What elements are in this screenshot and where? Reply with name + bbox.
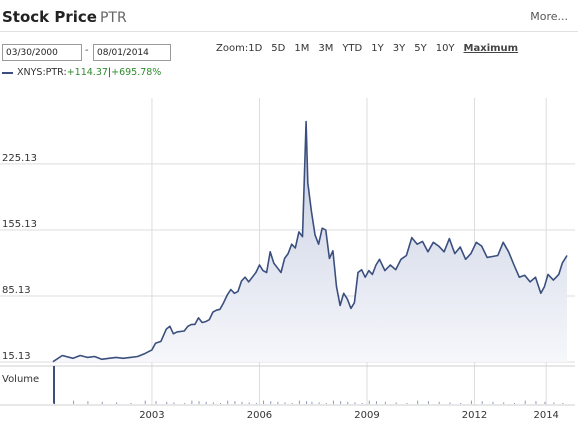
volume-bar [101,401,103,404]
legend-divider: | [107,67,112,78]
volume-bar [184,403,186,404]
x-tick-label: 2009 [354,410,379,421]
volume-bar [513,403,515,404]
volume-bar [263,400,265,404]
volume-bar [53,403,54,404]
volume-bar [234,401,236,404]
x-tick-label: 2003 [139,410,164,421]
volume-bar [384,401,386,404]
volume-bar [470,400,472,404]
volume-bar [347,401,349,404]
volume-bar [354,402,356,404]
y-tick-label: 85.13 [2,285,31,296]
volume-bar [73,400,75,404]
x-tick-label: 2006 [247,410,272,421]
volume-bar [227,400,229,404]
volume-bar [116,402,118,404]
zoom-bar: Zoom:1D 5D 1M 3M YTD 1Y 3Y 5Y 10Y Maximum [216,43,518,54]
volume-bar [524,400,526,404]
volume-bar [340,401,342,404]
volume-bar [361,403,363,404]
volume-bar [325,403,327,404]
volume-bar [375,401,377,404]
volume-bar [298,400,300,404]
volume-bar [291,403,293,404]
volume-bar [332,400,334,404]
volume-bar [87,401,89,404]
zoom-1m-button[interactable]: 1M [294,43,310,54]
volume-bar [481,401,483,404]
zoom-label: Zoom: [216,43,249,54]
date-separator: - [85,45,89,56]
chart-legend: XNYS:PTR:+114.37|+695.78% [2,67,161,78]
more-link[interactable]: More... [530,10,568,23]
zoom-1d-button[interactable]: 1D [248,43,263,54]
x-tick-label: 2012 [462,410,487,421]
widget-title: Stock Price PTR [2,8,127,26]
volume-bar [173,402,175,404]
volume-bar [270,401,272,404]
volume-bar [144,400,146,404]
ticker-symbol: PTR [99,10,127,26]
volume-bar [277,401,279,404]
y-tick-label: 15.13 [2,351,31,362]
volume-bar [438,401,440,404]
volume-bar [449,402,451,404]
volume-bar [460,403,462,404]
volume-bar [417,400,419,404]
volume-bar [155,401,157,404]
end-date-input[interactable] [93,44,171,61]
y-tick-label: 225.13 [2,153,37,164]
volume-bar [318,402,320,404]
volume-bar [503,402,505,404]
volume-bar [284,402,286,404]
volume-bar [205,401,207,404]
volume-bar [191,400,193,404]
zoom-5y-button[interactable]: 5Y [414,43,427,54]
volume-bar [248,402,250,404]
volume-bar [166,401,168,404]
volume-bar [368,400,370,404]
volume-bar [544,401,546,404]
zoom-1y-button[interactable]: 1Y [371,43,384,54]
volume-label: Volume [2,374,39,385]
x-tick-label: 2014 [533,410,558,421]
legend-percent: +695.78% [111,67,162,78]
widget-header: Stock Price PTR More... [0,0,578,32]
legend-symbol: XNYS:PTR: [17,67,67,78]
volume-bar [212,402,214,404]
zoom-3y-button[interactable]: 3Y [392,43,406,54]
volume-bar [306,401,308,404]
price-line [52,120,568,363]
zoom-5d-button[interactable]: 5D [271,43,286,54]
zoom-maximum-button[interactable]: Maximum [463,43,519,54]
legend-change: +114.37 [66,67,108,78]
volume-bar [562,403,564,404]
y-tick-label: 155.13 [2,219,37,230]
volume-bar [130,403,132,404]
volume-bar [198,401,200,404]
price-area [53,121,567,362]
volume-bar [535,401,537,404]
volume-bar [241,401,243,404]
volume-bar [427,401,429,404]
volume-bar [311,401,313,404]
title-text: Stock Price [2,8,97,26]
zoom-ytd-button[interactable]: YTD [342,43,363,54]
zoom-3m-button[interactable]: 3M [318,43,334,54]
zoom-10y-button[interactable]: 10Y [435,43,455,54]
volume-bar [53,366,55,404]
volume-bar [406,403,408,404]
legend-line-swatch [2,71,13,74]
volume-bar [255,403,257,404]
volume-bar [220,403,222,404]
volume-bar [553,402,555,404]
volume-bar [492,401,494,404]
volume-bar [395,402,397,404]
start-date-input[interactable] [2,44,82,61]
